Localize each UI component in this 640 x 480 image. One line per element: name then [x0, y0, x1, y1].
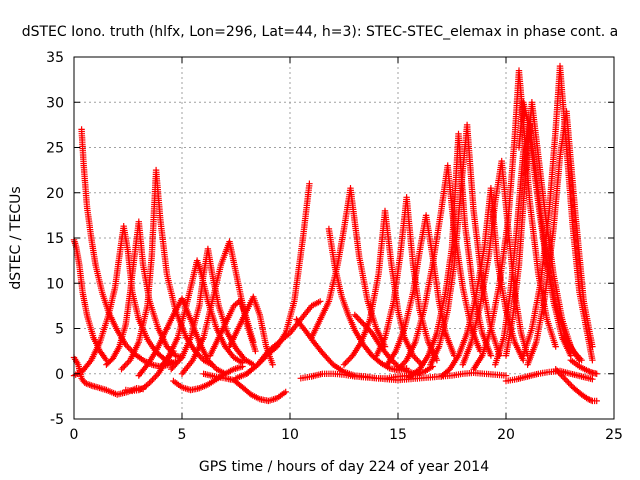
series-track-marks [373, 194, 441, 364]
x-tick-label: 0 [70, 427, 79, 443]
x-tick-label: 20 [497, 427, 515, 443]
y-tick-label: 5 [55, 322, 64, 338]
series-37 [552, 366, 600, 405]
series-track-marks [325, 225, 410, 374]
series-track-marks [200, 370, 289, 405]
chart-title: dSTEC Iono. truth (hlfx, Lon=296, Lat=44… [22, 24, 619, 40]
series-20 [325, 225, 410, 374]
series-track-marks [297, 369, 510, 384]
series-13 [206, 297, 257, 359]
series-27 [427, 121, 503, 368]
y-tick-label: 25 [46, 141, 64, 157]
y-axis-label: dSTEC / TECUs [8, 186, 24, 289]
y-tick-label: 35 [46, 50, 64, 66]
y-tick-label: 15 [46, 231, 64, 247]
series-track-marks [427, 121, 503, 368]
series-track-marks [206, 297, 257, 359]
x-tick-label: 10 [281, 427, 299, 443]
series-16 [232, 298, 324, 382]
series-track-marks [552, 366, 600, 405]
series-23 [373, 194, 441, 364]
series-26 [405, 130, 495, 381]
series-38 [567, 357, 600, 377]
series-5 [118, 166, 216, 373]
series-track-marks [405, 130, 495, 381]
y-tick-label: 10 [46, 276, 64, 292]
series-12 [200, 370, 289, 405]
series-35 [524, 108, 596, 368]
y-tick-label: 20 [46, 186, 64, 202]
data-marks [70, 62, 600, 405]
axis-ticks: 0 5 10 15 20 25 -5 0 5 10 15 20 25 30 35 [46, 50, 623, 443]
y-tick-label: 0 [55, 367, 64, 383]
series-track-marks [524, 108, 596, 368]
series-18 [297, 369, 510, 384]
x-tick-label: 5 [178, 427, 187, 443]
y-tick-label: 30 [46, 95, 64, 111]
x-tick-label: 25 [605, 427, 623, 443]
series-track-marks [567, 357, 600, 377]
x-axis-label: GPS time / hours of day 224 of year 2014 [199, 459, 489, 475]
x-tick-label: 15 [389, 427, 407, 443]
plot-frame [73, 56, 615, 420]
series-track-marks [232, 298, 324, 382]
y-tick-label: -5 [50, 412, 64, 428]
series-track-marks [118, 166, 216, 373]
